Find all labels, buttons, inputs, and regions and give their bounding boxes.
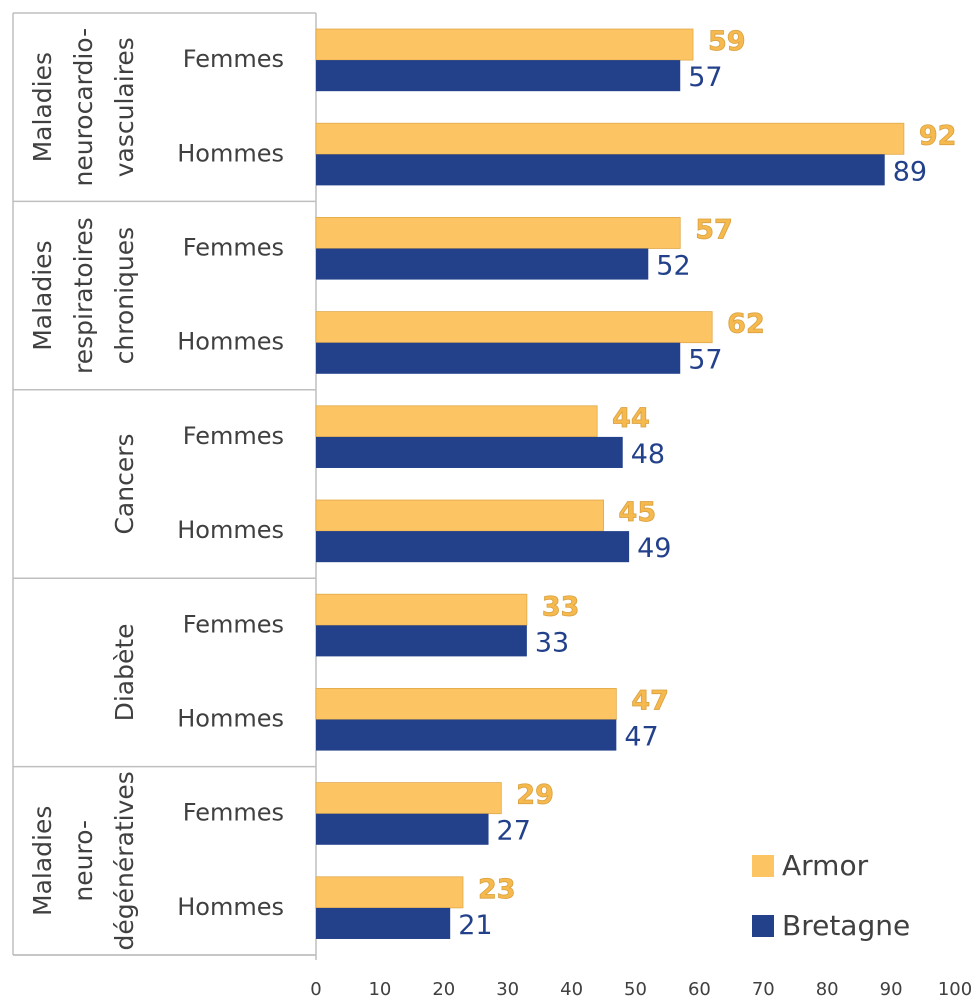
value-label: 57 [695, 214, 733, 245]
value-label: 57 [688, 62, 722, 93]
category-label: Femmes [183, 799, 284, 827]
category-label: Hommes [177, 705, 284, 733]
value-label: 33 [535, 627, 569, 658]
bar [315, 782, 502, 815]
category-label: Femmes [183, 45, 284, 73]
value-label: 52 [656, 251, 690, 282]
x-tick-label: 0 [310, 979, 321, 999]
value-label: 33 [542, 591, 580, 622]
x-tick-label: 60 [688, 979, 711, 999]
group-label: vasculaires [110, 37, 139, 177]
bar [315, 122, 905, 155]
category-label: Hommes [177, 139, 284, 167]
bar [315, 593, 528, 626]
x-tick-label: 50 [624, 979, 647, 999]
x-tick-label: 20 [432, 979, 455, 999]
bar [315, 876, 464, 909]
value-label: 29 [516, 780, 554, 811]
bar [315, 499, 604, 532]
x-tick-label: 70 [752, 979, 775, 999]
group-label: Diabète [110, 623, 139, 721]
category-label: Femmes [183, 610, 284, 638]
bar [316, 342, 681, 374]
x-tick-label: 40 [560, 979, 583, 999]
bar [315, 688, 617, 720]
bar [316, 248, 649, 280]
bar [315, 311, 713, 344]
group-label: neurocardio- [69, 28, 98, 187]
group-label: respiratoires [69, 217, 98, 374]
value-label: 59 [708, 26, 746, 57]
value-label: 57 [688, 345, 722, 376]
group-label: Maladies [28, 806, 57, 916]
value-label: 92 [919, 120, 957, 151]
group-label: neuro- [69, 820, 98, 902]
value-label: 47 [624, 722, 658, 753]
bar [315, 217, 681, 249]
category-label: Hommes [177, 328, 284, 356]
value-label: 23 [478, 874, 516, 905]
value-label: 21 [458, 910, 492, 941]
category-label: Hommes [177, 893, 284, 921]
value-label: 49 [637, 533, 671, 564]
group-label: Cancers [110, 433, 139, 534]
category-label: Femmes [183, 422, 284, 450]
value-label: 48 [631, 439, 665, 470]
x-tick-label: 10 [368, 979, 391, 999]
x-tick-label: 90 [880, 979, 903, 999]
bar [316, 813, 489, 845]
group-label: chroniques [110, 227, 139, 365]
x-tick-label: 100 [938, 979, 972, 999]
x-tick-label: 30 [496, 979, 519, 999]
bar [316, 907, 451, 939]
bar [316, 154, 885, 186]
value-label: 45 [619, 497, 657, 528]
value-label: 47 [631, 685, 669, 716]
value-label: 89 [893, 156, 927, 187]
bar [315, 405, 598, 438]
legend-label: Bretagne [782, 909, 910, 942]
legend-swatch [752, 915, 774, 937]
x-tick-label: 80 [816, 979, 839, 999]
category-label: Femmes [183, 234, 284, 262]
value-label: 62 [727, 309, 765, 340]
bar [316, 719, 617, 751]
value-label: 27 [497, 816, 531, 847]
group-label: Maladies [28, 240, 57, 350]
bar [316, 625, 527, 657]
category-label: Hommes [177, 516, 284, 544]
legend-label: Armor [782, 849, 869, 882]
value-label: 44 [612, 403, 650, 434]
group-label: Maladies [28, 52, 57, 162]
bar [316, 531, 630, 563]
bar [316, 436, 623, 468]
group-label: dégénératives [110, 771, 139, 950]
bar [315, 28, 694, 61]
bar [316, 60, 681, 92]
legend-swatch [752, 855, 774, 877]
